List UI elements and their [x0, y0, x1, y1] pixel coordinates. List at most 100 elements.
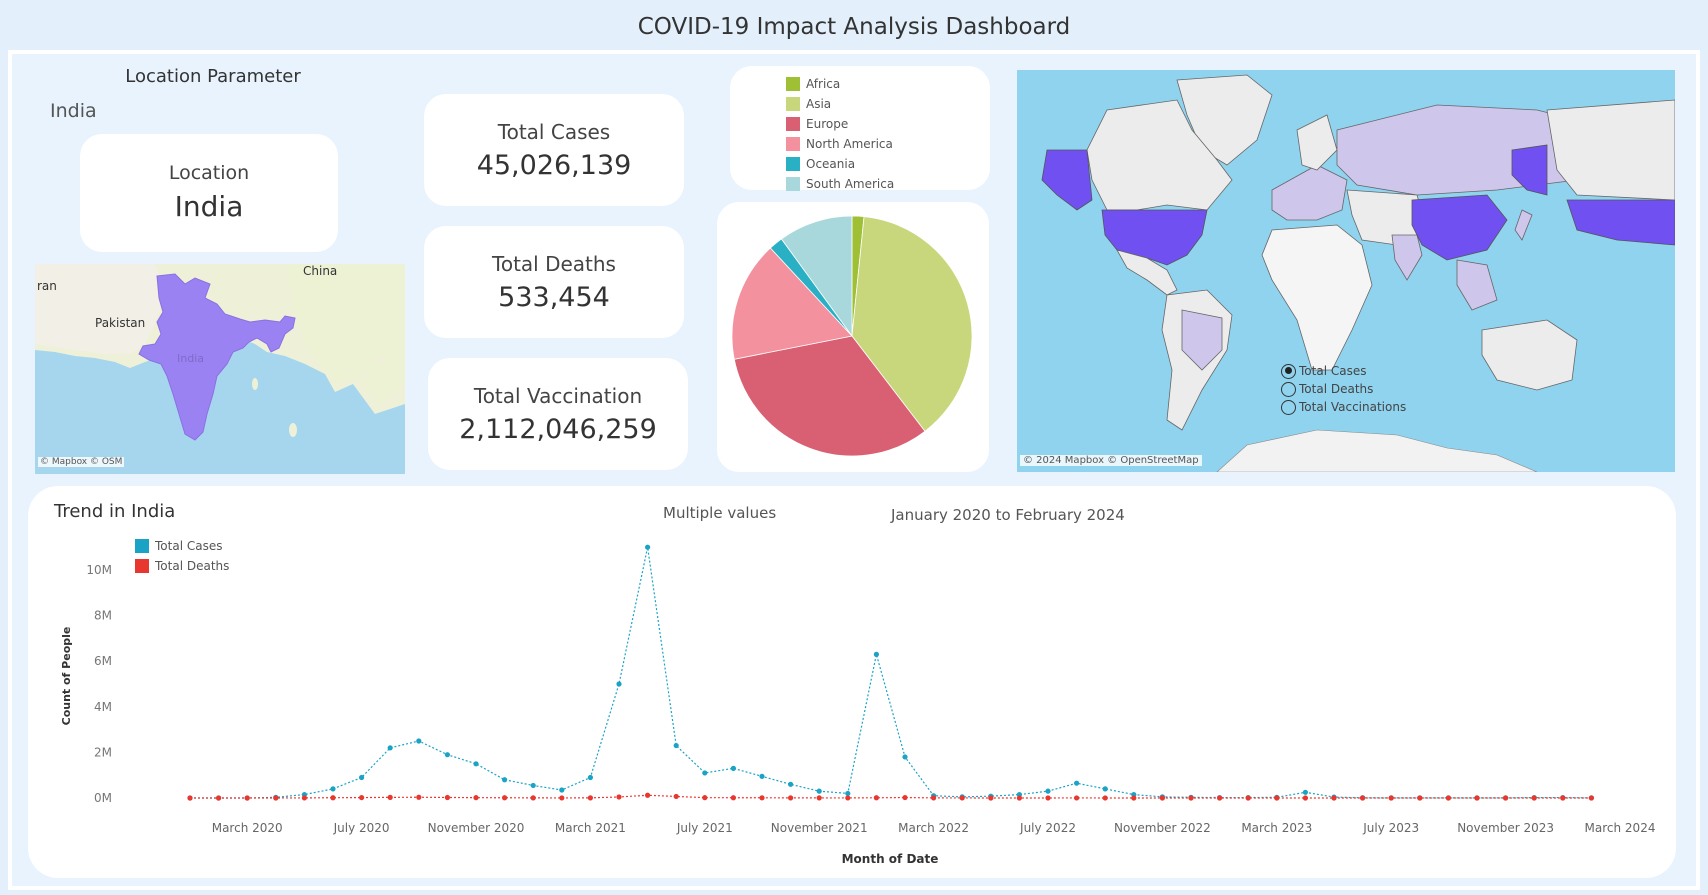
data-point-total-cases[interactable] [1302, 789, 1308, 795]
x-tick-label: July 2021 [676, 821, 733, 835]
trend-line-chart[interactable]: 0M 2M 4M 6M 8M 10M March 2020 July 2020 November… [28, 486, 1676, 878]
data-point-total-deaths[interactable] [559, 795, 565, 801]
data-point-total-deaths[interactable] [244, 795, 250, 801]
data-point-total-deaths[interactable] [1217, 795, 1223, 801]
data-point-total-cases[interactable] [387, 745, 393, 751]
data-point-total-deaths[interactable] [1560, 795, 1566, 801]
pie-slice-asia[interactable] [851, 216, 973, 432]
data-point-total-deaths[interactable] [530, 795, 536, 801]
world-map[interactable]: Total Cases Total Deaths Total Vaccinati… [1017, 70, 1675, 472]
data-point-total-deaths[interactable] [902, 794, 908, 801]
data-point-total-deaths[interactable] [845, 795, 851, 801]
data-point-total-deaths[interactable] [788, 795, 794, 801]
data-point-total-cases[interactable] [816, 788, 822, 794]
data-point-total-cases[interactable] [359, 774, 365, 781]
continent-legend-item[interactable]: North America [786, 134, 990, 154]
series-line-total-deaths [190, 794, 1592, 799]
data-point-total-deaths[interactable] [1159, 795, 1165, 801]
pie-slice-europe[interactable] [733, 335, 926, 457]
radio-total-deaths[interactable]: Total Deaths [1281, 380, 1406, 398]
pie-slice-south-america[interactable] [780, 215, 853, 338]
data-point-total-deaths[interactable] [1016, 795, 1023, 801]
continent-legend-item[interactable]: Oceania [786, 154, 990, 174]
data-point-total-deaths[interactable] [959, 795, 965, 801]
data-point-total-deaths[interactable] [1503, 795, 1509, 801]
data-point-total-cases[interactable] [616, 681, 622, 687]
data-point-total-cases[interactable] [444, 752, 450, 758]
radio-total-cases[interactable]: Total Cases [1281, 362, 1406, 380]
data-point-total-cases[interactable] [1102, 786, 1108, 792]
data-point-total-deaths[interactable] [187, 795, 193, 801]
data-point-total-deaths[interactable] [473, 795, 479, 801]
continent-legend-item[interactable]: Europe [786, 114, 990, 134]
data-point-total-deaths[interactable] [1131, 795, 1137, 801]
pie-slice-north-america[interactable] [731, 247, 853, 360]
data-point-total-deaths[interactable] [1360, 795, 1366, 801]
x-tick-label: March 2021 [555, 821, 626, 835]
data-point-total-cases[interactable] [902, 754, 908, 760]
data-point-total-cases[interactable] [330, 786, 336, 792]
continent-legend-item[interactable]: South America [786, 174, 990, 194]
data-point-total-deaths[interactable] [502, 795, 508, 801]
data-point-total-deaths[interactable] [1331, 795, 1337, 801]
data-point-total-deaths[interactable] [1102, 795, 1108, 801]
data-point-total-cases[interactable] [645, 544, 651, 550]
data-point-total-deaths[interactable] [216, 795, 222, 801]
continent-legend-item[interactable]: Africa [786, 74, 990, 94]
data-point-total-cases[interactable] [788, 781, 794, 787]
data-point-total-deaths[interactable] [416, 794, 422, 800]
data-point-total-deaths[interactable] [730, 795, 737, 801]
data-point-total-deaths[interactable] [702, 795, 708, 801]
map-label-iran: ran [37, 279, 57, 293]
data-point-total-deaths[interactable] [1045, 795, 1051, 801]
data-point-total-deaths[interactable] [1474, 795, 1480, 801]
data-point-total-cases[interactable] [502, 777, 508, 783]
data-point-total-cases[interactable] [559, 787, 565, 793]
continent-legend-item[interactable]: Asia [786, 94, 990, 114]
data-point-total-cases[interactable] [873, 651, 880, 657]
data-point-total-cases[interactable] [702, 770, 708, 776]
data-point-total-deaths[interactable] [1302, 795, 1308, 801]
data-point-total-cases[interactable] [530, 782, 536, 789]
data-point-total-deaths[interactable] [1531, 795, 1537, 801]
data-point-total-deaths[interactable] [1388, 795, 1394, 801]
data-point-total-cases[interactable] [473, 761, 479, 767]
data-point-total-deaths[interactable] [1417, 795, 1423, 801]
data-point-total-deaths[interactable] [273, 795, 279, 801]
trend-filter-label[interactable]: Multiple values [663, 504, 777, 522]
data-point-total-deaths[interactable] [931, 795, 937, 801]
data-point-total-deaths[interactable] [330, 795, 336, 801]
data-point-total-cases[interactable] [1045, 788, 1051, 794]
data-point-total-deaths[interactable] [1074, 795, 1080, 801]
data-point-total-deaths[interactable] [301, 795, 307, 801]
data-point-total-cases[interactable] [673, 742, 679, 749]
data-point-total-deaths[interactable] [1245, 795, 1251, 801]
location-parameter-dropdown[interactable]: India [50, 100, 97, 122]
data-point-total-deaths[interactable] [816, 795, 822, 801]
data-point-total-deaths[interactable] [387, 794, 393, 800]
data-point-total-cases[interactable] [587, 774, 594, 781]
data-point-total-deaths[interactable] [1274, 795, 1280, 801]
data-point-total-deaths[interactable] [873, 795, 880, 801]
total-vaccination-value: 2,112,046,259 [459, 414, 657, 445]
data-point-total-deaths[interactable] [1588, 795, 1594, 801]
data-point-total-deaths[interactable] [1445, 795, 1451, 801]
data-point-total-cases[interactable] [416, 738, 422, 744]
data-point-total-deaths[interactable] [759, 795, 765, 801]
data-point-total-cases[interactable] [1074, 780, 1080, 786]
data-point-total-deaths[interactable] [587, 795, 594, 801]
data-point-total-deaths[interactable] [1188, 795, 1194, 801]
data-point-total-cases[interactable] [730, 765, 737, 771]
data-point-total-cases[interactable] [845, 790, 851, 797]
radio-total-vaccinations[interactable]: Total Vaccinations [1281, 398, 1406, 416]
data-point-total-deaths[interactable] [645, 792, 651, 798]
data-point-total-deaths[interactable] [359, 794, 365, 801]
y-tick-label: 0M [94, 791, 112, 805]
continent-pie-chart[interactable] [717, 202, 989, 472]
data-point-total-deaths[interactable] [988, 795, 994, 801]
data-point-total-deaths[interactable] [444, 794, 450, 801]
data-point-total-cases[interactable] [759, 773, 765, 779]
data-point-total-deaths[interactable] [673, 793, 679, 800]
india-map[interactable]: ran Pakistan China India © Mapbox © OSM [35, 264, 405, 474]
data-point-total-deaths[interactable] [616, 794, 622, 800]
